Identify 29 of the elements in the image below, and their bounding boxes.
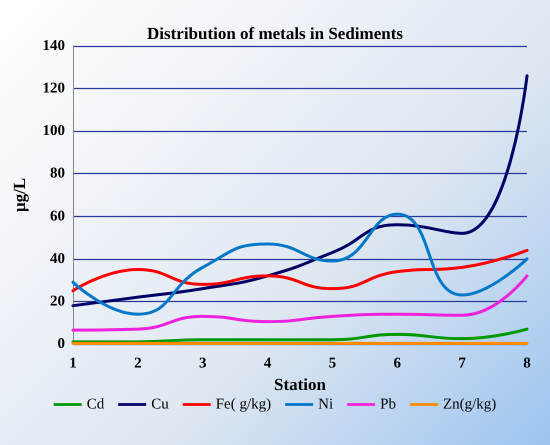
x-tick-label: 6 bbox=[394, 356, 402, 372]
y-tick-label: 140 bbox=[42, 38, 65, 54]
y-tick-label: 40 bbox=[50, 250, 65, 267]
legend-label: Cd bbox=[86, 396, 105, 412]
y-tick-label: 120 bbox=[42, 80, 65, 97]
y-tick-label: 80 bbox=[50, 166, 65, 182]
x-tick-label: 7 bbox=[458, 356, 466, 372]
y-axis-title: µg/L bbox=[10, 178, 29, 212]
legend-label: Ni bbox=[318, 396, 334, 412]
y-tick-label: 20 bbox=[50, 293, 65, 310]
line-series bbox=[72, 248, 528, 292]
x-tick-label: 1 bbox=[69, 356, 77, 372]
y-tick-label: 0 bbox=[58, 336, 65, 352]
y-tick-label: 100 bbox=[42, 123, 65, 140]
y-tick-label: 60 bbox=[50, 208, 65, 224]
x-tick-label: 2 bbox=[134, 356, 142, 372]
x-tick-label: 8 bbox=[523, 356, 531, 372]
x-tick-label: 5 bbox=[328, 356, 336, 372]
chart-title: Distribution of metals in Sediments bbox=[147, 24, 404, 43]
x-tick-label: 3 bbox=[198, 356, 206, 372]
line-series bbox=[72, 212, 528, 316]
legend-label: Zn(g/kg) bbox=[442, 396, 496, 412]
x-axis-title: Station bbox=[274, 374, 327, 394]
line-series bbox=[72, 74, 528, 308]
legend-label: Pb bbox=[380, 396, 396, 412]
x-tick-label: 4 bbox=[264, 356, 272, 372]
line-series bbox=[72, 274, 528, 332]
legend-label: Cu bbox=[151, 396, 170, 412]
legend-label: Fe( g/kg) bbox=[216, 396, 272, 412]
